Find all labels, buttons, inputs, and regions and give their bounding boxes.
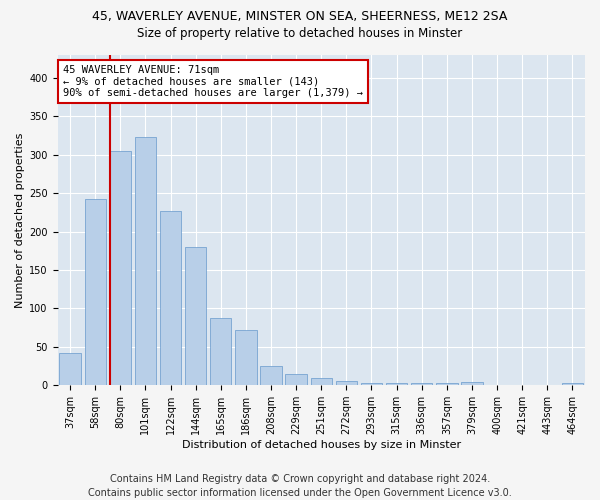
Bar	[235, 330, 257, 385]
Bar	[461, 382, 482, 385]
Text: Contains HM Land Registry data © Crown copyright and database right 2024.
Contai: Contains HM Land Registry data © Crown c…	[88, 474, 512, 498]
Bar	[135, 137, 156, 385]
Bar	[386, 383, 407, 385]
Bar	[160, 211, 181, 385]
Y-axis label: Number of detached properties: Number of detached properties	[15, 132, 25, 308]
Text: Size of property relative to detached houses in Minster: Size of property relative to detached ho…	[137, 28, 463, 40]
Bar	[110, 151, 131, 385]
Bar	[411, 383, 433, 385]
Bar	[562, 383, 583, 385]
Bar	[260, 366, 281, 385]
Text: 45 WAVERLEY AVENUE: 71sqm
← 9% of detached houses are smaller (143)
90% of semi-: 45 WAVERLEY AVENUE: 71sqm ← 9% of detach…	[63, 65, 363, 98]
Bar	[311, 378, 332, 385]
Bar	[59, 353, 81, 385]
Bar	[85, 200, 106, 385]
Bar	[336, 382, 357, 385]
Bar	[286, 374, 307, 385]
Bar	[210, 318, 232, 385]
Text: 45, WAVERLEY AVENUE, MINSTER ON SEA, SHEERNESS, ME12 2SA: 45, WAVERLEY AVENUE, MINSTER ON SEA, SHE…	[92, 10, 508, 23]
Bar	[436, 383, 458, 385]
Bar	[185, 247, 206, 385]
X-axis label: Distribution of detached houses by size in Minster: Distribution of detached houses by size …	[182, 440, 461, 450]
Bar	[361, 383, 382, 385]
